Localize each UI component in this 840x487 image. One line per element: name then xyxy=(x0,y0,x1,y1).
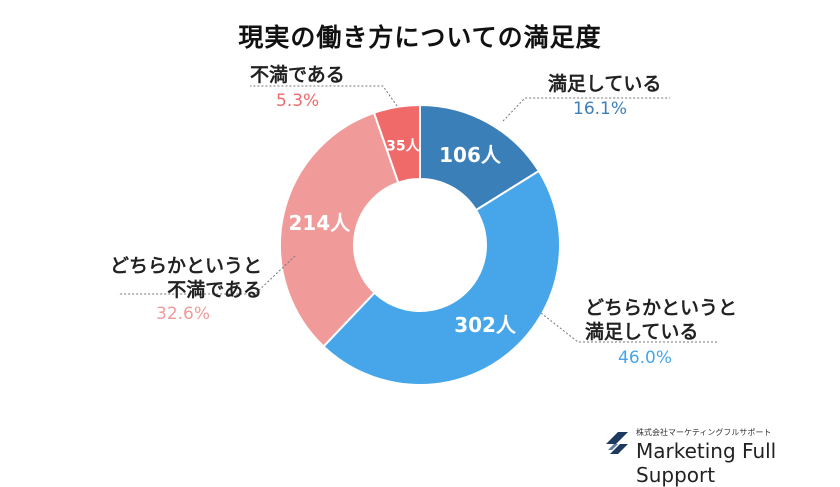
label-somewhat-dissatisfied: どちらかというと 不満である xyxy=(108,254,262,302)
slice-count-satisfied: 106人 xyxy=(439,143,502,167)
leader-somewhat-satisfied xyxy=(540,312,718,343)
slice-count-somewhat-satisfied: 302人 xyxy=(454,313,517,337)
slice-count-dissatisfied: 35人 xyxy=(386,137,420,154)
chart-canvas: 現実の働き方についての満足度 106人 302人 214人 35人 満足している 16… xyxy=(108,23,776,487)
leader-satisfied xyxy=(502,97,670,122)
percent-somewhat-satisfied: 46.0% xyxy=(618,348,673,368)
label-dissatisfied: 不満である xyxy=(250,64,345,86)
label-somewhat-dissatisfied-line1: どちらかというと xyxy=(109,255,262,277)
slice-somewhat-satisfied xyxy=(322,169,561,386)
brand-company-jp: 株式会社マーケティングフルサポート xyxy=(636,428,772,437)
brand-name: Marketing Full Support xyxy=(636,439,777,487)
donut-chart: 106人 302人 214人 35人 xyxy=(118,85,718,386)
label-somewhat-satisfied-line1: どちらかというと xyxy=(585,297,738,319)
slice-somewhat-dissatisfied xyxy=(279,111,400,348)
chart-title: 現実の働き方についての満足度 xyxy=(238,23,602,52)
label-somewhat-satisfied-line2: 満足している xyxy=(585,321,699,343)
label-somewhat-dissatisfied-line2: 不満である xyxy=(167,279,262,301)
label-somewhat-satisfied: どちらかというと 満足している xyxy=(585,296,737,344)
brand-logo-icon xyxy=(606,432,628,454)
label-satisfied: 満足している xyxy=(548,73,662,95)
slice-dissatisfied xyxy=(372,103,421,184)
percent-somewhat-dissatisfied: 32.6% xyxy=(156,304,211,324)
percent-dissatisfied: 5.3% xyxy=(276,91,320,111)
leader-dissatisfied xyxy=(250,85,398,107)
percent-satisfied: 16.1% xyxy=(573,99,628,119)
slice-satisfied xyxy=(419,103,541,212)
slice-count-somewhat-dissatisfied: 214人 xyxy=(288,211,351,235)
